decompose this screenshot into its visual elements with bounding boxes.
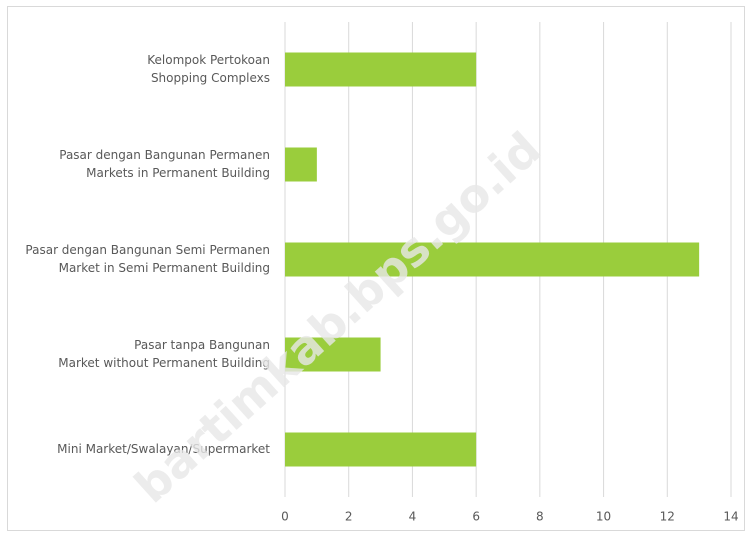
y-tick-label: Market in Semi Permanent Building — [59, 261, 270, 275]
x-tick-label: 2 — [345, 510, 353, 524]
x-tick-label: 14 — [723, 510, 738, 524]
y-tick-label: Pasar tanpa Bangunan — [134, 338, 270, 352]
bar — [285, 242, 700, 277]
y-tick-label: Kelompok Pertokoan — [147, 53, 270, 67]
x-tick-label: 10 — [596, 510, 611, 524]
x-tick-label: 6 — [472, 510, 480, 524]
bar — [285, 337, 381, 372]
y-tick-label: Shopping Complexs — [151, 71, 270, 85]
y-tick-label: Market without Permanent Building — [58, 356, 270, 370]
x-tick-label: 0 — [281, 510, 289, 524]
x-tick-label: 4 — [409, 510, 417, 524]
bar — [285, 147, 317, 182]
y-tick-label: Pasar dengan Bangunan Permanen — [59, 148, 270, 162]
x-tick-label: 8 — [536, 510, 544, 524]
y-tick-label: Mini Market/Swalayan/Supermarket — [57, 442, 270, 456]
y-tick-label: Pasar dengan Bangunan Semi Permanen — [25, 243, 270, 257]
x-tick-label: 12 — [660, 510, 675, 524]
y-tick-label: Markets in Permanent Building — [86, 166, 270, 180]
bar — [285, 432, 477, 467]
bar — [285, 52, 477, 87]
